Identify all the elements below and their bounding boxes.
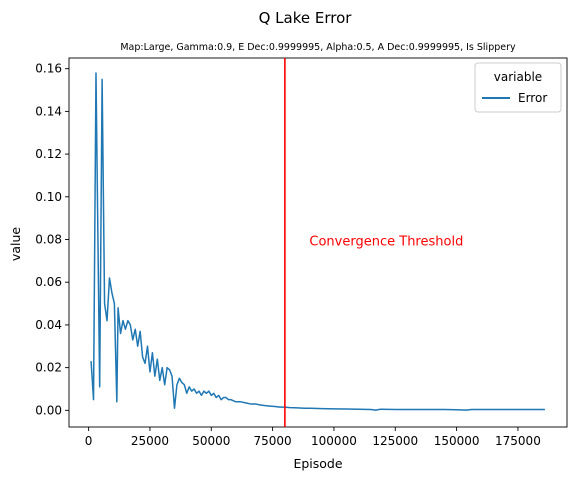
y-axis-label: value <box>8 227 23 261</box>
y-tick-label: 0.08 <box>35 233 62 247</box>
convergence-threshold-annotation: Convergence Threshold <box>309 235 463 250</box>
x-tick-label: 25000 <box>131 434 169 448</box>
y-tick-label: 0.04 <box>35 318 62 332</box>
plot-area: 0 25000 50000 75000 100000 125000 150000 175000… <box>35 57 568 448</box>
y-tick-label: 0.12 <box>35 147 62 161</box>
x-axis-label: Episode <box>293 456 342 471</box>
y-tick-label: 0.06 <box>35 275 62 289</box>
chart-title: Q Lake Error <box>259 9 353 27</box>
axes-frame <box>68 57 568 428</box>
y-tick-label: 0.02 <box>35 361 62 375</box>
x-tick-label: 50000 <box>192 434 230 448</box>
y-tick-label: 0.14 <box>35 104 62 118</box>
chart-subtitle: Map:Large, Gamma:0.9, E Dec:0.9999995, A… <box>120 42 516 53</box>
series-line-error <box>90 72 545 411</box>
x-tick-label: 75000 <box>254 434 292 448</box>
series-layer <box>90 72 545 411</box>
y-tick-label: 0.16 <box>35 62 62 76</box>
x-tick-label: 100000 <box>311 434 357 448</box>
y-tick-label: 0.00 <box>35 403 62 417</box>
x-tick-label: 175000 <box>495 434 541 448</box>
legend-box <box>474 62 562 113</box>
x-ticks: 0 25000 50000 75000 100000 125000 150000 175000 <box>85 427 541 448</box>
x-tick-label: 150000 <box>434 434 480 448</box>
legend: variable Error <box>474 62 562 113</box>
x-tick-label: 125000 <box>372 434 418 448</box>
legend-entry-error: Error <box>518 91 547 105</box>
legend-title: variable <box>494 70 542 84</box>
y-tick-label: 0.10 <box>35 190 62 204</box>
y-ticks: 0.00 0.02 0.04 0.06 0.08 0.10 0.12 0.14 0.16 <box>35 62 69 417</box>
x-tick-label: 0 <box>85 434 93 448</box>
annotation-layer: Convergence Threshold <box>309 235 463 250</box>
